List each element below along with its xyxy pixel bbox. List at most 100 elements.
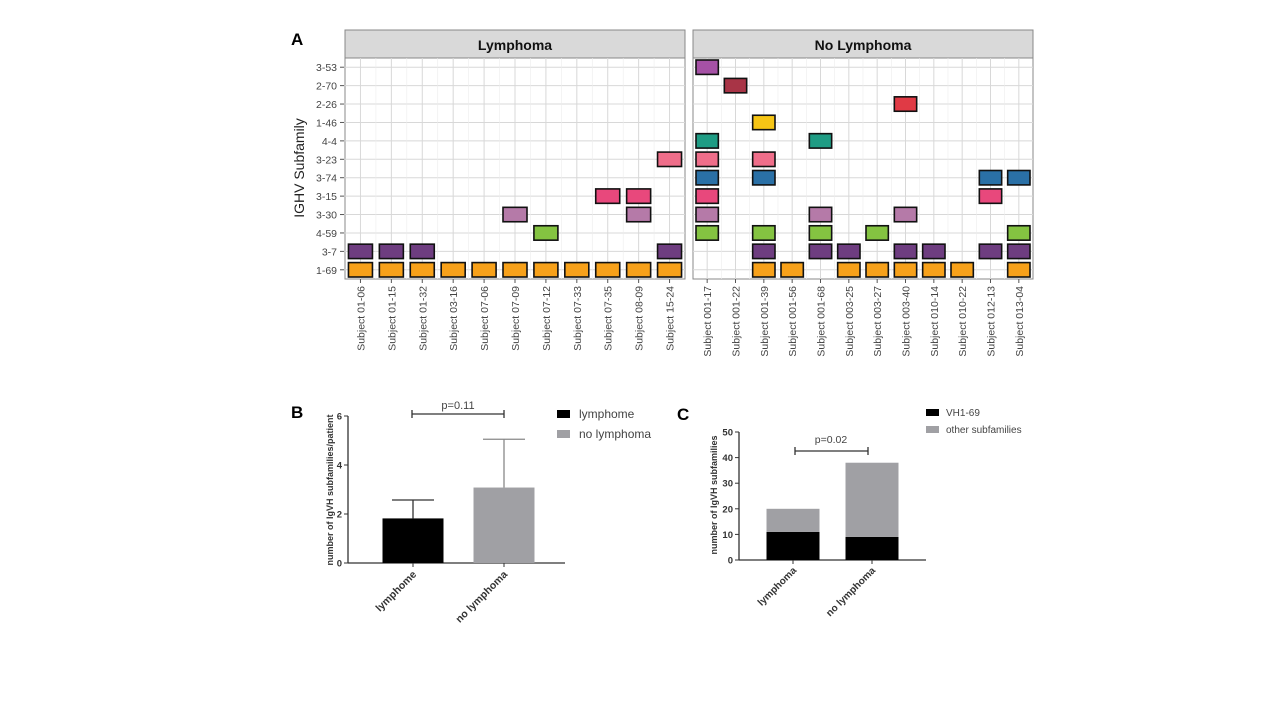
x-tick-label: Subject 07-33 xyxy=(572,286,584,351)
tile-3-7 xyxy=(808,243,833,260)
tile-1-69 xyxy=(836,261,861,278)
tile-1-69 xyxy=(751,261,776,278)
x-tick-label: Subject 07-35 xyxy=(603,286,615,351)
x-tick-label: Subject 07-09 xyxy=(510,286,522,351)
tile-2-70 xyxy=(723,77,748,94)
y-tick-label: 2 xyxy=(337,510,342,521)
legend-swatch-other-subfamilies xyxy=(926,426,939,433)
y-tick-label: 10 xyxy=(722,530,733,541)
x-tick-label: Subject 010-22 xyxy=(957,286,969,357)
x-tick-label: Subject 003-40 xyxy=(901,286,913,357)
x-tick-label: Subject 001-68 xyxy=(816,286,828,357)
legend: VH1-69 other subfamilies xyxy=(926,408,1022,436)
y-tick-label: 2-70 xyxy=(316,81,337,93)
tile-3-15 xyxy=(594,188,621,205)
y-tick-label: 30 xyxy=(722,479,733,490)
tile-1-69 xyxy=(347,261,374,278)
tile-1-69 xyxy=(1006,261,1031,278)
tile-3-7 xyxy=(921,243,946,260)
tile-1-46 xyxy=(751,114,776,131)
p-value-annotation: p=0.02 xyxy=(815,434,848,446)
x-tick-label: Subject 08-09 xyxy=(634,286,646,351)
tile-3-7 xyxy=(893,243,918,260)
legend-label: lymphome xyxy=(579,407,635,421)
bar-segment-other-subfamilies xyxy=(845,462,899,537)
tile-3-30 xyxy=(808,206,833,223)
tile-3-30 xyxy=(625,206,652,223)
panel-a: A IGHV Subfamily 3-53 2-70 2-26 1-46 4-4 3-23… xyxy=(291,29,1034,357)
legend-swatch-lymphome xyxy=(557,410,570,418)
tile-4-59 xyxy=(1006,224,1031,241)
x-tick-label: no lymphoma xyxy=(453,569,510,626)
x-tick-label: Subject 003-25 xyxy=(844,286,856,357)
x-tick-label: Subject 001-56 xyxy=(787,286,799,357)
y-axis-label: IGHV Subfamily xyxy=(291,118,307,218)
y-tick-label: 0 xyxy=(337,559,342,570)
x-tick-label: lymphoma xyxy=(756,565,799,608)
tile-3-7 xyxy=(378,243,405,260)
tile-3-15 xyxy=(978,188,1003,205)
tile-1-69 xyxy=(409,261,436,278)
y-tick-label: 0 xyxy=(728,556,733,567)
tile-1-69 xyxy=(533,261,559,278)
tile-3-74 xyxy=(695,169,720,186)
y-tick-label: 20 xyxy=(722,504,733,515)
tile-3-7 xyxy=(978,243,1003,260)
tile-1-69 xyxy=(921,261,946,278)
tile-1-69 xyxy=(378,261,405,278)
tile-1-69 xyxy=(780,261,805,278)
tile-3-74 xyxy=(1006,169,1031,186)
y-tick-label: 1-69 xyxy=(316,265,337,277)
facet-title: Lymphoma xyxy=(478,37,552,53)
tile-3-74 xyxy=(751,169,776,186)
y-tick-label: 3-53 xyxy=(316,62,337,74)
panel-b: B number of IgVH subfamilies/patient 0 2 4… xyxy=(291,400,651,625)
tile-1-69 xyxy=(502,261,528,278)
x-tick-label: Subject 001-17 xyxy=(702,286,714,357)
tile-3-15 xyxy=(625,188,652,205)
x-tick-label: lymphome xyxy=(374,569,420,615)
x-tick-label: Subject 15-24 xyxy=(665,286,677,351)
tile-1-69 xyxy=(440,261,466,278)
y-tick-label: 1-46 xyxy=(316,117,337,129)
legend-label: VH1-69 xyxy=(946,408,980,419)
x-tick-label: Subject 010-14 xyxy=(929,286,941,357)
legend-swatch-vh1-69 xyxy=(926,409,939,416)
tile-4-59 xyxy=(533,224,559,241)
x-tick-label: Subject 003-27 xyxy=(872,286,884,357)
tile-1-69 xyxy=(950,261,975,278)
bar-segment-vh1-69 xyxy=(766,531,820,560)
stacked-bar-chart-c: 0 10 20 30 40 50 lymphoma no lymphoma p=0.02 xyxy=(722,428,926,619)
tile-3-23 xyxy=(695,151,720,168)
tile-3-7 xyxy=(836,243,861,260)
x-tick-label: Subject 01-06 xyxy=(355,286,367,351)
legend-swatch-no-lymphoma xyxy=(557,430,570,438)
bar-no-lymphoma xyxy=(473,487,535,563)
tile-3-30 xyxy=(893,206,918,223)
y-tick-label: 3-15 xyxy=(316,191,337,203)
y-tick-label: 6 xyxy=(337,412,342,423)
y-tick-label: 50 xyxy=(722,428,733,439)
tile-3-7 xyxy=(751,243,776,260)
y-axis-label: number of IgVH subfamilies xyxy=(709,435,719,554)
tile-3-7 xyxy=(347,243,374,260)
facet-title: No Lymphoma xyxy=(815,37,912,53)
y-tick-label: 4-59 xyxy=(316,228,337,240)
x-tick-label: no lymphoma xyxy=(824,565,878,619)
p-value-annotation: p=0.11 xyxy=(441,400,474,412)
tile-3-30 xyxy=(502,206,528,223)
tile-4-59 xyxy=(808,224,833,241)
facets: Lymphoma Subject 01-06 Subject 01-15 Subjec… xyxy=(344,29,1034,357)
x-tick-label: Subject 013-04 xyxy=(1014,286,1026,357)
facet-lymphoma: Lymphoma Subject 01-06 Subject 01-15 Subjec… xyxy=(344,29,686,351)
tile-3-15 xyxy=(695,188,720,205)
tile-1-69 xyxy=(564,261,590,278)
bar-segment-vh1-69 xyxy=(845,536,899,560)
tile-1-69 xyxy=(625,261,652,278)
facet-strip xyxy=(692,29,1034,59)
tile-1-69 xyxy=(893,261,918,278)
y-tick-label: 3-23 xyxy=(316,154,337,166)
tile-3-74 xyxy=(978,169,1003,186)
x-tick-label: Subject 01-15 xyxy=(386,286,398,351)
tile-2-26 xyxy=(893,96,918,113)
